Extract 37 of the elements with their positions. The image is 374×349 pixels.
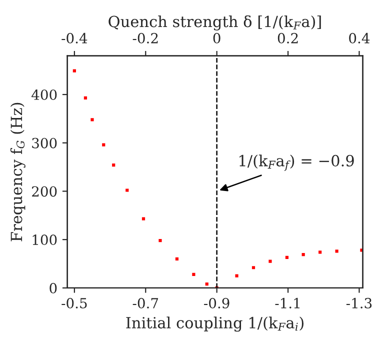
- point: [158, 238, 162, 242]
- point: [126, 188, 129, 192]
- point: [112, 164, 116, 167]
- x2-tick-label: -0.2: [132, 32, 158, 44]
- point: [235, 274, 238, 278]
- point: [318, 250, 322, 254]
- y-tick-label: 300: [32, 138, 57, 148]
- point: [142, 217, 146, 220]
- point: [205, 282, 208, 286]
- x-tick-label: -0.9: [204, 298, 230, 308]
- point: [72, 69, 76, 72]
- x2-tick-label: 0: [213, 32, 220, 44]
- x2-tick-label: 0.4: [349, 32, 370, 44]
- point: [192, 272, 196, 276]
- point: [252, 266, 256, 270]
- x2-axis-title: Quench strength δ [1/(k$_{F}$a)]: [108, 15, 321, 30]
- x-axis-title: Initial coupling 1/(k$_{F}$a$_{i}$): [126, 316, 304, 332]
- point: [268, 260, 272, 263]
- point: [302, 253, 305, 256]
- point: [102, 143, 106, 146]
- point: [175, 257, 179, 260]
- x-tick-label: -0.5: [62, 298, 87, 308]
- point: [285, 256, 289, 260]
- x2-tick-label: 0.2: [278, 32, 298, 44]
- y-tick-label: 100: [32, 234, 57, 246]
- point: [335, 250, 338, 253]
- y-tick-label: 200: [32, 186, 57, 197]
- x-tick-label: -1.3: [346, 298, 372, 308]
- y-tick-label: 0: [50, 282, 57, 294]
- annotation: 1/(k$_{F}$a$_{f}$) = −0.9: [240, 154, 354, 171]
- y-tick-label: 400: [32, 89, 57, 100]
- x2-tick-label: -0.4: [62, 32, 88, 44]
- x-tick-label: -1.1: [275, 298, 300, 308]
- point: [90, 118, 94, 122]
- x-tick-label: -0.7: [132, 298, 158, 308]
- y-axis-title: Frequency f$_{G}$ (Hz): [10, 102, 26, 242]
- point: [84, 96, 88, 100]
